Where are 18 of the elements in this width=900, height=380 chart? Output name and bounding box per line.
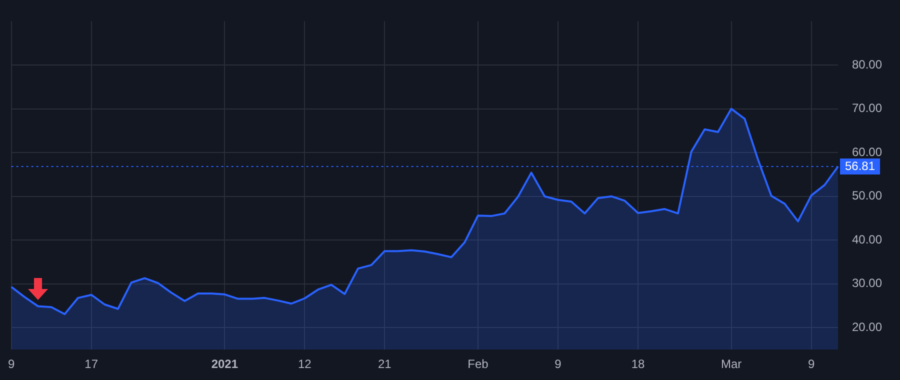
x-tick-label: 18: [631, 357, 645, 372]
x-tick-label: 9: [808, 357, 815, 372]
y-tick-label: 80.00: [852, 57, 882, 72]
x-tick-label: 21: [378, 357, 392, 372]
y-tick-label: 70.00: [852, 101, 882, 116]
y-tick-label: 60.00: [852, 144, 882, 159]
x-tick-label: 9: [554, 357, 562, 372]
x-tick-label: Feb: [468, 357, 489, 372]
y-tick-label: 50.00: [852, 188, 882, 203]
x-tick-label: 9: [8, 357, 15, 372]
y-tick-label: 30.00: [852, 276, 882, 290]
x-tick-label: 2021: [211, 357, 238, 372]
y-tick-label: 40.00: [852, 232, 882, 246]
ref-line-label: 56.81: [845, 158, 876, 173]
y-tick-label: 20.00: [852, 320, 882, 334]
x-tick-label: Mar: [721, 357, 742, 372]
x-tick-label: 12: [298, 357, 312, 372]
x-tick-label: 17: [84, 357, 98, 372]
